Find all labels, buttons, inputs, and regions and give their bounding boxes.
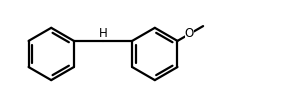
- Text: H: H: [99, 27, 107, 40]
- Text: O: O: [185, 27, 194, 40]
